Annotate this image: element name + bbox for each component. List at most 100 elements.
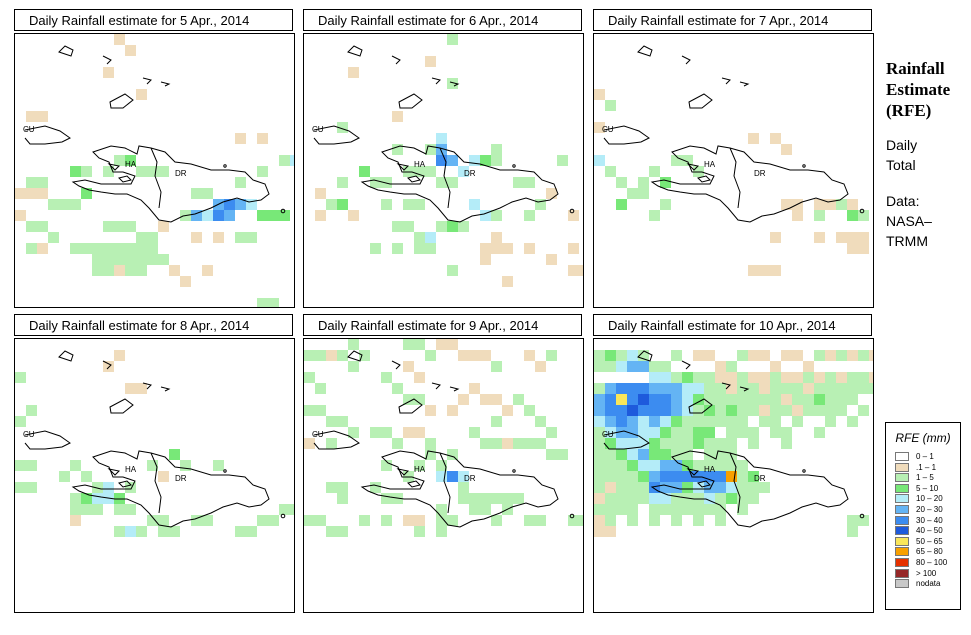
rainfall-cell [649, 427, 660, 438]
rainfall-cell [191, 188, 202, 199]
rainfall-cell [594, 416, 605, 427]
rainfall-cell [660, 504, 671, 515]
rainfall-cell [638, 449, 649, 460]
rainfall-cell [370, 427, 381, 438]
rainfall-cell [649, 460, 660, 471]
rainfall-cell [103, 221, 114, 232]
rainfall-cell [70, 460, 81, 471]
rainfall-cell [737, 471, 748, 482]
rainfall-cell [737, 394, 748, 405]
rainfall-cell [235, 133, 246, 144]
legend-label: 30 – 40 [916, 515, 943, 525]
rainfall-cell [649, 372, 660, 383]
rainfall-cell [737, 460, 748, 471]
rainfall-cell [627, 427, 638, 438]
rainfall-cell [814, 405, 825, 416]
legend-item: 10 – 20 [895, 493, 960, 504]
rainfall-cell [125, 243, 136, 254]
rainfall-cell [594, 361, 605, 372]
rainfall-cell [315, 210, 326, 221]
rainfall-cell [491, 210, 502, 221]
rainfall-cell [326, 199, 337, 210]
rainfall-cell [337, 416, 348, 427]
rainfall-cell [381, 177, 392, 188]
legend-item: 20 – 30 [895, 504, 960, 515]
rainfall-cell [770, 427, 781, 438]
title-line: Estimate [886, 80, 951, 99]
legend-item: > 100 [895, 568, 960, 579]
coastlines [313, 45, 575, 223]
rainfall-cell [704, 504, 715, 515]
rainfall-cell [704, 394, 715, 405]
rainfall-cell [638, 394, 649, 405]
rainfall-cell [469, 427, 480, 438]
rainfall-cell [605, 493, 616, 504]
rainfall-cell [359, 350, 370, 361]
rainfall-cell [616, 460, 627, 471]
rainfall-cell [682, 438, 693, 449]
rainfall-cell [616, 438, 627, 449]
rainfall-cell [627, 460, 638, 471]
rainfall-cell [594, 504, 605, 515]
rainfall-cell [858, 210, 869, 221]
rainfall-cell [568, 515, 579, 526]
rainfall-cell [616, 350, 627, 361]
rainfall-cell [304, 372, 315, 383]
coastlines [603, 350, 865, 528]
rainfall-cell [814, 232, 825, 243]
rainfall-cell [660, 471, 671, 482]
rainfall-cell [436, 177, 447, 188]
rainfall-cell [513, 438, 524, 449]
rainfall-cell [546, 254, 557, 265]
rainfall-cell [605, 394, 616, 405]
rainfall-cell [616, 199, 627, 210]
rainfall-cell [480, 155, 491, 166]
rainfall-cell [836, 394, 847, 405]
rainfall-cell [825, 394, 836, 405]
rainfall-cell [693, 372, 704, 383]
legend-swatch [895, 504, 909, 514]
rainfall-cell [781, 383, 792, 394]
rainfall-cell [304, 438, 315, 449]
rainfall-cell [447, 155, 458, 166]
rainfall-cell [748, 350, 759, 361]
rainfall-cell [257, 133, 268, 144]
rainfall-cell [535, 515, 546, 526]
rainfall-cell [803, 361, 814, 372]
rainfall-cell [792, 372, 803, 383]
rainfall-cell [425, 405, 436, 416]
label-dominican-republic: DR [175, 474, 187, 483]
rainfall-cell [814, 383, 825, 394]
rainfall-cell [257, 210, 268, 221]
rainfall-cell [627, 504, 638, 515]
rainfall-cell [15, 188, 26, 199]
rainfall-cell [649, 449, 660, 460]
rainfall-cell [469, 504, 480, 515]
legend-label: > 100 [916, 568, 937, 578]
rainfall-cell [726, 372, 737, 383]
rainfall-cell [649, 405, 660, 416]
rainfall-cell [26, 221, 37, 232]
rainfall-cell [726, 471, 737, 482]
rainfall-cell [726, 383, 737, 394]
label-haiti: HA [414, 465, 426, 474]
label-cuba: CU [602, 125, 614, 134]
rainfall-cell [125, 504, 136, 515]
rainfall-cell [425, 350, 436, 361]
label-cuba: CU [312, 430, 324, 439]
rainfall-cell [638, 471, 649, 482]
legend-swatch [895, 462, 909, 472]
rainfall-cell [627, 449, 638, 460]
rainfall-cell [869, 383, 873, 394]
rainfall-cell [748, 427, 759, 438]
rainfall-cell [491, 394, 502, 405]
panel-title: Daily Rainfall estimate for 7 Apr., 2014 [593, 9, 872, 31]
rainfall-cell [803, 372, 814, 383]
rainfall-cell [869, 372, 873, 383]
rainfall-cell [649, 438, 660, 449]
rainfall-cell [638, 482, 649, 493]
rainfall-cell [491, 144, 502, 155]
rainfall-cell [814, 372, 825, 383]
legend-swatch [895, 515, 909, 525]
rainfall-cell [491, 232, 502, 243]
